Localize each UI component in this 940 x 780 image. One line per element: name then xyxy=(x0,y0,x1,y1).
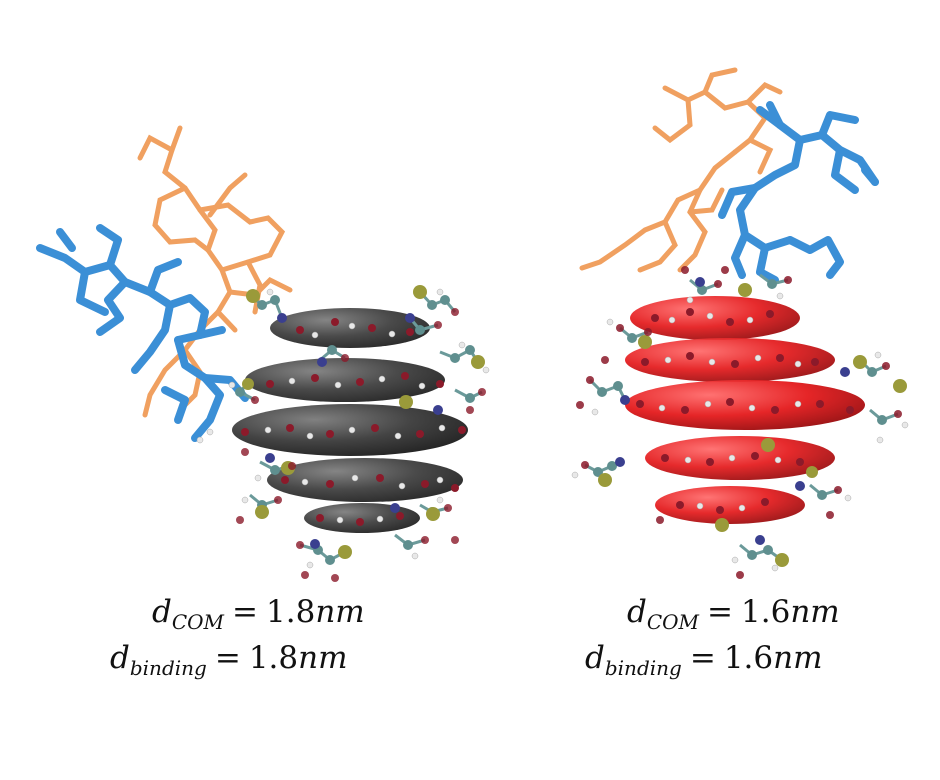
right-ring-atoms xyxy=(636,308,854,514)
right-binding-distance-label: dbinding = 1.6nm xyxy=(585,640,823,680)
left-molecule xyxy=(36,125,490,582)
left-ring-stack xyxy=(232,308,468,533)
left-blue-ligand xyxy=(36,224,249,442)
right-molecule xyxy=(571,67,909,579)
left-binding-distance-label: dbinding = 1.8nm xyxy=(110,640,348,680)
right-ring-stack xyxy=(625,296,865,524)
right-ionic-molecules xyxy=(571,266,909,579)
right-com-distance-label: dCOM = 1.6nm xyxy=(627,594,840,634)
left-ionic-molecules xyxy=(196,285,490,582)
right-orange-ligand xyxy=(579,67,783,273)
right-blue-ligand xyxy=(718,101,879,284)
left-ring-atoms xyxy=(241,318,466,526)
left-com-distance-label: dCOM = 1.8nm xyxy=(152,594,365,634)
